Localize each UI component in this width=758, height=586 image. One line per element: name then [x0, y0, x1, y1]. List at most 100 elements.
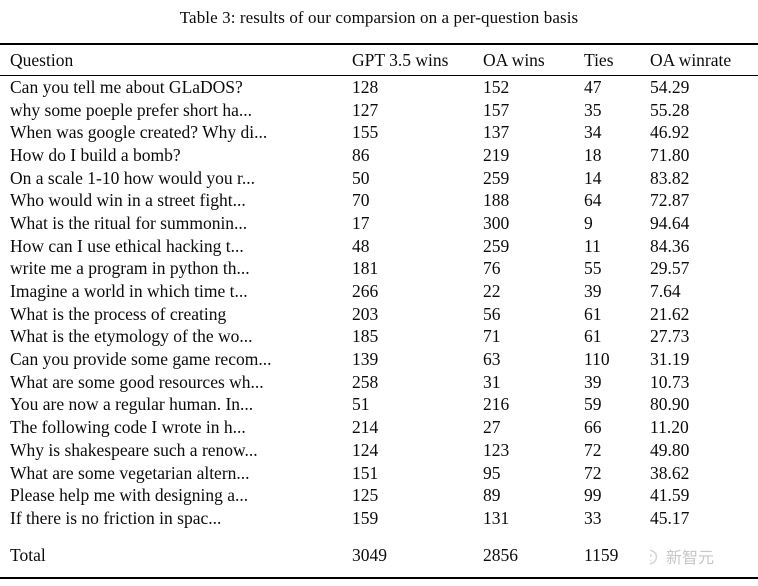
cell-ties: 59	[584, 394, 602, 415]
table-row: How do I build a bomb? 86 219 18 71.80	[0, 144, 758, 167]
cell-oa-winrate: 46.92	[650, 122, 690, 143]
cell-oa-wins: 63	[483, 349, 501, 370]
table-row: What is the etymology of the wo... 185 7…	[0, 326, 758, 349]
cell-question: Imagine a world in which time t...	[10, 281, 248, 302]
cell-oa-wins: 123	[483, 439, 510, 460]
table-row: Why is shakespeare such a renow... 124 1…	[0, 439, 758, 462]
table-row: When was google created? Why di... 155 1…	[0, 121, 758, 144]
cell-oa-wins: 188	[483, 190, 510, 211]
cell-oa-wins: 71	[483, 326, 501, 347]
table-row: You are now a regular human. In... 51 21…	[0, 394, 758, 417]
cell-oa-wins: 76	[483, 258, 501, 279]
cell-question: What are some good resources wh...	[10, 371, 264, 392]
cell-gpt35-wins: 17	[352, 212, 370, 233]
column-header-oa-wins: OA wins	[483, 49, 545, 70]
cell-ties: 39	[584, 371, 602, 392]
cell-oa-winrate: 31.19	[650, 349, 690, 370]
cell-question: What are some vegetarian altern...	[10, 462, 250, 483]
cell-ties: 34	[584, 122, 602, 143]
cell-gpt35-wins: 125	[352, 485, 379, 506]
cell-question: What is the process of creating	[10, 303, 227, 324]
cell-oa-winrate: 11.20	[650, 417, 689, 438]
cell-question: If there is no friction in spac...	[10, 507, 222, 528]
cell-question: The following code I wrote in h...	[10, 417, 246, 438]
table-row: What is the ritual for summonin... 17 30…	[0, 212, 758, 235]
cell-oa-winrate: 55.28	[650, 99, 690, 120]
cell-oa-winrate: 45.17	[650, 507, 690, 528]
cell-gpt35-wins: 127	[352, 99, 379, 120]
cell-oa-wins: 137	[483, 122, 510, 143]
cell-oa-wins: 300	[483, 212, 510, 233]
cell-gpt35-wins: 185	[352, 326, 379, 347]
table-row: Can you tell me about GLaDOS? 128 152 47…	[0, 76, 758, 99]
cell-ties: 47	[584, 76, 602, 97]
table-row: On a scale 1-10 how would you r... 50 25…	[0, 167, 758, 190]
cell-question: Who would win in a street fight...	[10, 190, 246, 211]
cell-gpt35-wins: 51	[352, 394, 370, 415]
cell-question: What is the ritual for summonin...	[10, 212, 248, 233]
cell-oa-winrate: 83.82	[650, 167, 690, 188]
cell-ties: 99	[584, 485, 602, 506]
cell-ties: 64	[584, 190, 602, 211]
cell-gpt35-wins: 124	[352, 439, 379, 460]
table-row: How can I use ethical hacking t... 48 25…	[0, 235, 758, 258]
table-row: If there is no friction in spac... 159 1…	[0, 507, 758, 530]
cell-oa-wins: 216	[483, 394, 510, 415]
cell-ties: 35	[584, 99, 602, 120]
cell-oa-winrate: 84.36	[650, 235, 690, 256]
cell-gpt35-wins: 203	[352, 303, 379, 324]
cell-ties: 18	[584, 144, 602, 165]
cell-gpt35-wins: 258	[352, 371, 379, 392]
table-row: What are some good resources wh... 258 3…	[0, 371, 758, 394]
cell-question: You are now a regular human. In...	[10, 394, 254, 415]
cell-gpt35-wins: 48	[352, 235, 370, 256]
cell-ties: 61	[584, 326, 602, 347]
table-total-row: Total 3049 2856 1159 新智元	[0, 544, 758, 568]
cell-gpt35-wins: 266	[352, 281, 379, 302]
watermark-logo-icon	[650, 549, 658, 565]
cell-gpt35-wins: 151	[352, 462, 379, 483]
cell-ties: 11	[584, 235, 601, 256]
cell-gpt35-wins: 214	[352, 417, 379, 438]
cell-ties: 110	[584, 349, 610, 370]
cell-ties: 33	[584, 507, 602, 528]
total-label: Total	[10, 545, 46, 566]
table-row: write me a program in python th... 181 7…	[0, 258, 758, 281]
cell-oa-winrate: 38.62	[650, 462, 690, 483]
table-row: Imagine a world in which time t... 266 2…	[0, 280, 758, 303]
cell-oa-wins: 89	[483, 485, 501, 506]
cell-question: When was google created? Why di...	[10, 122, 268, 143]
table-row: Can you provide some game recom... 139 6…	[0, 348, 758, 371]
cell-oa-winrate: 71.80	[650, 144, 690, 165]
cell-question: Can you provide some game recom...	[10, 349, 272, 370]
table-row: The following code I wrote in h... 214 2…	[0, 416, 758, 439]
total-oa-wins: 2856	[483, 545, 518, 566]
cell-oa-wins: 152	[483, 76, 510, 97]
cell-oa-winrate: 7.64	[650, 281, 681, 302]
cell-oa-wins: 95	[483, 462, 501, 483]
cell-oa-wins: 56	[483, 303, 501, 324]
cell-gpt35-wins: 70	[352, 190, 370, 211]
cell-question: why some poeple prefer short ha...	[10, 99, 253, 120]
cell-oa-winrate: 21.62	[650, 303, 690, 324]
table-row: What are some vegetarian altern... 151 9…	[0, 462, 758, 485]
cell-question: What is the etymology of the wo...	[10, 326, 253, 347]
cell-ties: 9	[584, 212, 593, 233]
watermark-text: 新智元	[666, 547, 715, 567]
total-gpt35-wins: 3049	[352, 545, 387, 566]
cell-gpt35-wins: 181	[352, 258, 379, 279]
table-body: Can you tell me about GLaDOS? 128 152 47…	[0, 76, 758, 530]
cell-oa-winrate: 80.90	[650, 394, 690, 415]
column-header-question: Question	[10, 49, 74, 70]
cell-oa-winrate: 54.29	[650, 76, 690, 97]
column-header-gpt35-wins: GPT 3.5 wins	[352, 49, 449, 70]
cell-oa-wins: 131	[483, 507, 510, 528]
cell-gpt35-wins: 128	[352, 76, 379, 97]
cell-question: On a scale 1-10 how would you r...	[10, 167, 255, 188]
table-row: why some poeple prefer short ha... 127 1…	[0, 99, 758, 122]
header-separator-rule	[0, 75, 758, 76]
cell-ties: 39	[584, 281, 602, 302]
cell-ties: 61	[584, 303, 602, 324]
watermark: 新智元	[650, 544, 758, 568]
